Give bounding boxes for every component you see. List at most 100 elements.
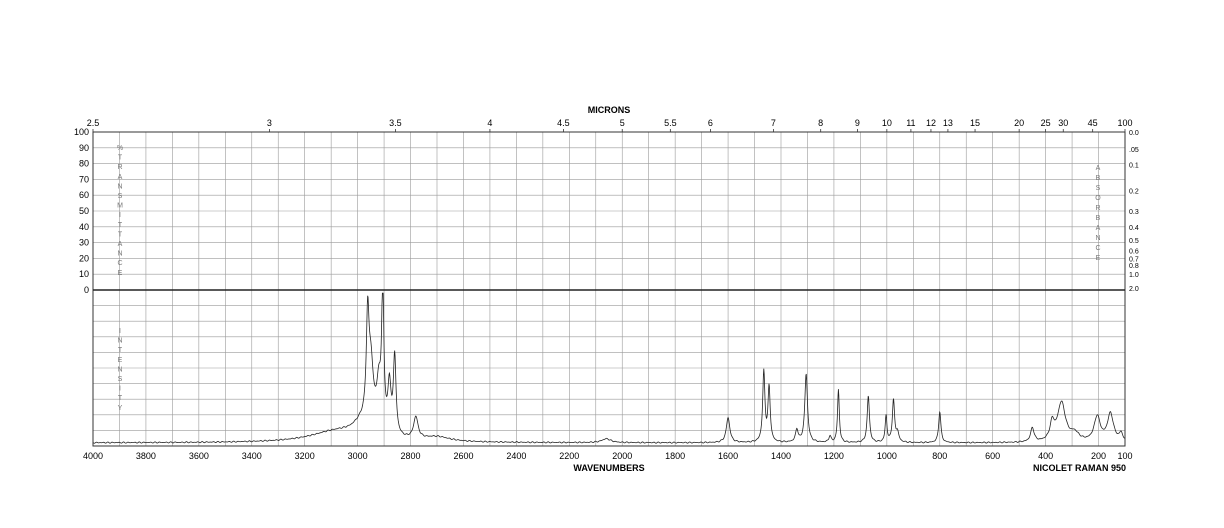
absorbance-tick-label: 0.8 [1129, 263, 1139, 270]
transmittance-axis-title-letter: S [118, 193, 123, 200]
transmittance-axis-title-letter: N [117, 183, 122, 190]
micron-tick-label: 45 [1088, 118, 1098, 128]
micron-tick-label: 13 [943, 118, 953, 128]
intensity-axis-title-letter: E [118, 357, 123, 364]
intensity-axis-title-letter: N [117, 338, 122, 345]
wavenumber-tick-label: 2800 [401, 451, 421, 461]
wavenumber-tick-label: 1400 [771, 451, 791, 461]
absorbance-tick-label: 0.3 [1129, 209, 1139, 216]
transmittance-tick-label: 0 [84, 285, 89, 295]
absorbance-axis-title-letter: E [1096, 255, 1101, 262]
absorbance-axis-title-letter: C [1095, 245, 1100, 252]
micron-tick-label: 5 [620, 118, 625, 128]
micron-tick-label: 10 [882, 118, 892, 128]
micron-tick-label: 8 [818, 118, 823, 128]
transmittance-axis-title-letter: I [119, 212, 121, 219]
absorbance-axis-title-letter: A [1096, 225, 1101, 232]
wavenumber-tick-label: 1000 [877, 451, 897, 461]
microns-axis-title: MICRONS [588, 105, 631, 115]
absorbance-tick-label: 0.7 [1129, 256, 1139, 263]
micron-tick-label: 4.5 [557, 118, 570, 128]
axis-labels: MICRONS WAVENUMBERS NICOLET RAMAN 950 [573, 105, 1126, 473]
transmittance-tick-label: 70 [79, 174, 89, 184]
absorbance-axis-title-letter: O [1095, 195, 1101, 202]
micron-tick-label: 3 [267, 118, 272, 128]
intensity-axis-title-letter: Y [118, 405, 123, 412]
micron-tick-label: 15 [970, 118, 980, 128]
wavenumber-tick-label: 800 [932, 451, 947, 461]
wavenumber-tick-label: 3800 [136, 451, 156, 461]
wavenumber-tick-label: 2000 [612, 451, 632, 461]
micron-tick-label: 11 [906, 118, 915, 128]
intensity-axis-title-letter: N [117, 366, 122, 373]
wavenumber-tick-label: 2600 [453, 451, 473, 461]
absorbance-axis-title-letter: R [1095, 205, 1100, 212]
absorbance-tick-label: 1.0 [1129, 272, 1139, 279]
transmittance-tick-label: 10 [79, 269, 89, 279]
micron-tick-label: 25 [1041, 118, 1051, 128]
transmittance-axis-title-letter: C [117, 260, 122, 267]
intensity-axis-title-letter: S [118, 376, 123, 383]
transmittance-tick-label: 100 [74, 127, 89, 137]
wavenumber-tick-label: 200 [1091, 451, 1106, 461]
transmittance-tick-label: 20 [79, 253, 89, 263]
micron-tick-label: 4 [487, 118, 492, 128]
transmittance-axis-title-letter: A [118, 174, 123, 181]
micron-tick-label: 20 [1014, 118, 1024, 128]
wavenumber-tick-label: 4000 [83, 451, 103, 461]
transmittance-tick-label: 80 [79, 159, 89, 169]
transmittance-tick-label: 30 [79, 238, 89, 248]
micron-tick-label: 6 [708, 118, 713, 128]
micron-tick-label: 2.5 [87, 118, 100, 128]
absorbance-axis-title-letter: N [1095, 235, 1100, 242]
intensity-axis-title-letter: I [119, 386, 121, 393]
wavenumber-tick-label: 3600 [189, 451, 209, 461]
wavenumber-tick-label: 1600 [718, 451, 738, 461]
absorbance-tick-label: 2.0 [1129, 286, 1139, 293]
instrument-label: NICOLET RAMAN 950 [1033, 463, 1126, 473]
micron-tick-label: 9 [855, 118, 860, 128]
transmittance-axis-title-letter: A [118, 241, 123, 248]
transmittance-axis-title-letter: T [118, 222, 123, 229]
wavenumber-tick-label: 1200 [824, 451, 844, 461]
plot-frame [92, 131, 1126, 447]
transmittance-axis-title-letter: % [117, 145, 123, 152]
absorbance-tick-label: 0.0 [1129, 130, 1139, 137]
transmittance-axis-title-letter: R [117, 164, 122, 171]
intensity-axis-title-letter: I [119, 328, 121, 335]
wavenumber-tick-label: 3000 [348, 451, 368, 461]
wavenumber-tick-label: 100 [1117, 451, 1132, 461]
micron-tick-label: 3.5 [389, 118, 402, 128]
spectrum-line [92, 292, 1126, 444]
tick-labels: 4000 3800 3600 3400 3200 3000 2800 2600 2400 2200… [74, 118, 1139, 461]
micron-tick-label: 100 [1117, 118, 1132, 128]
wavenumber-tick-label: 400 [1038, 451, 1053, 461]
absorbance-axis-title-letter: B [1096, 175, 1101, 182]
wavenumber-tick-label: 2200 [559, 451, 579, 461]
transmittance-tick-label: 60 [79, 190, 89, 200]
wavenumber-tick-label: 1800 [665, 451, 685, 461]
absorbance-axis-title-letter: B [1096, 215, 1101, 222]
intensity-axis-title-letter: T [118, 347, 123, 354]
transmittance-axis-title-letter: T [118, 155, 123, 162]
transmittance-tick-label: 90 [79, 143, 89, 153]
wavenumber-tick-label: 3400 [242, 451, 262, 461]
grid-layer [93, 131, 1125, 446]
micron-tick-label: 5.5 [664, 118, 677, 128]
transmittance-axis-title-letter: E [118, 270, 123, 277]
transmittance-axis-title-letter: M [117, 203, 123, 210]
absorbance-tick-label: 0.1 [1129, 162, 1139, 169]
intensity-axis-title-letter: T [118, 395, 123, 402]
transmittance-axis-title-letter: N [117, 251, 122, 258]
absorbance-axis-title-letter: A [1096, 165, 1101, 172]
micron-tick-label: 30 [1058, 118, 1068, 128]
micron-tick-label: 12 [926, 118, 936, 128]
transmittance-axis-title-letter: T [118, 231, 123, 238]
micron-tick-label: 7 [771, 118, 776, 128]
plot-border [92, 131, 1126, 447]
absorbance-tick-label: 0.6 [1129, 248, 1139, 255]
absorbance-tick-label: 0.2 [1129, 188, 1139, 195]
absorbance-axis-title-letter: S [1096, 185, 1101, 192]
